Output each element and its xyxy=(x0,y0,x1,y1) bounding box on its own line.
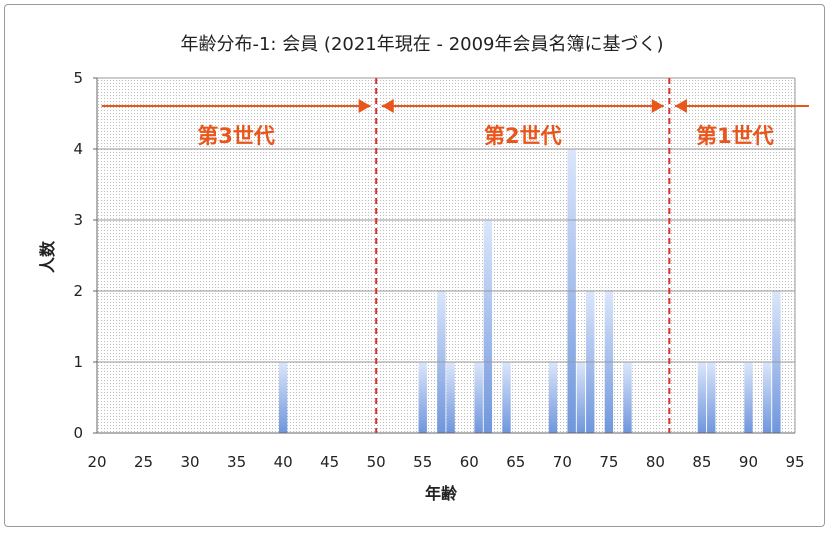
bar-age-90 xyxy=(744,362,753,433)
x-tick-label-20: 20 xyxy=(87,453,106,471)
x-tick-label-55: 55 xyxy=(413,453,432,471)
generation-arrow-head-right-1 xyxy=(358,99,371,113)
x-axis-ticks: 20 25 30 35 40 45 50 55 60 65 70 75 80 85 90 95 xyxy=(87,453,804,471)
y-tick-label-5: 5 xyxy=(73,69,83,87)
x-tick-label-85: 85 xyxy=(692,453,711,471)
x-tick-label-40: 40 xyxy=(274,453,293,471)
generation-arrow-head-left-3 xyxy=(674,99,687,113)
y-tick-label-0: 0 xyxy=(73,424,83,442)
generation-label-3: 第1世代 xyxy=(696,124,774,148)
plot-area xyxy=(97,78,795,433)
x-tick-label-25: 25 xyxy=(134,453,153,471)
bar-age-77 xyxy=(623,362,632,433)
chart-title: 年齢分布-1: 会員 (2021年現在 - 2009年会員名簿に基づく) xyxy=(180,34,663,55)
generation-label-2: 第2世代 xyxy=(484,124,562,148)
x-tick-label-50: 50 xyxy=(367,453,386,471)
age-distribution-chart: 年齢分布-1: 会員 (2021年現在 - 2009年会員名簿に基づく) 第3世… xyxy=(38,34,809,503)
y-tick-label-3: 3 xyxy=(73,211,83,229)
x-tick-label-70: 70 xyxy=(553,453,572,471)
bar-age-55 xyxy=(418,362,427,433)
y-tick-label-2: 2 xyxy=(73,282,83,300)
y-tick-label-1: 1 xyxy=(73,353,83,371)
bar-age-72 xyxy=(576,362,586,433)
x-tick-label-95: 95 xyxy=(785,453,804,471)
bar-age-58 xyxy=(446,362,455,433)
bar-age-86 xyxy=(707,362,716,433)
generation-arrow-head-left-2 xyxy=(381,99,394,113)
generation-arrows: 第3世代 第2世代 第1世代 xyxy=(101,99,809,148)
x-tick-label-35: 35 xyxy=(227,453,246,471)
y-axis-label: 人数 xyxy=(38,240,57,273)
x-tick-label-65: 65 xyxy=(506,453,525,471)
bar-age-61 xyxy=(474,362,483,433)
y-tick-label-4: 4 xyxy=(73,140,83,158)
bar-age-64 xyxy=(502,362,511,433)
x-tick-label-45: 45 xyxy=(320,453,339,471)
chart-frame: 年齢分布-1: 会員 (2021年現在 - 2009年会員名簿に基づく) 第3世… xyxy=(4,4,825,527)
x-tick-label-90: 90 xyxy=(739,453,758,471)
bar-age-40 xyxy=(278,362,288,433)
x-axis-label: 年齢 xyxy=(425,484,458,503)
generation-arrow-head-right-2 xyxy=(651,99,664,113)
x-tick-label-80: 80 xyxy=(646,453,665,471)
y-axis-ticks: 0 1 2 3 4 5 xyxy=(73,69,97,442)
generation-label-1: 第3世代 xyxy=(197,124,275,148)
x-tick-label-75: 75 xyxy=(599,453,618,471)
bar-age-85 xyxy=(697,362,707,433)
bar-age-62 xyxy=(483,220,493,433)
bar-age-69 xyxy=(548,362,558,433)
generation-dividers xyxy=(375,78,671,433)
bar-age-92 xyxy=(762,362,772,433)
x-tick-label-60: 60 xyxy=(460,453,479,471)
x-tick-label-30: 30 xyxy=(181,453,200,471)
